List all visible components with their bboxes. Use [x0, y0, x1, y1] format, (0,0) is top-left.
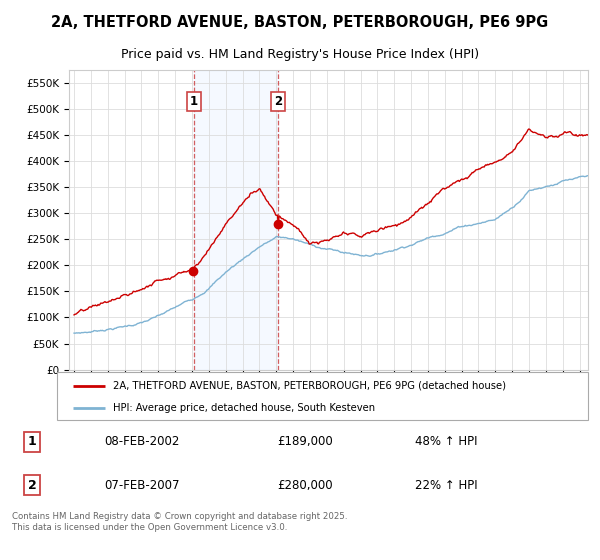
Text: 1: 1 — [28, 435, 37, 449]
Bar — [194, 70, 278, 370]
Text: 2A, THETFORD AVENUE, BASTON, PETERBOROUGH, PE6 9PG (detached house): 2A, THETFORD AVENUE, BASTON, PETERBOROUG… — [113, 381, 506, 391]
Text: £280,000: £280,000 — [277, 479, 332, 492]
Text: 2A, THETFORD AVENUE, BASTON, PETERBOROUGH, PE6 9PG: 2A, THETFORD AVENUE, BASTON, PETERBOROUG… — [52, 15, 548, 30]
Text: 48% ↑ HPI: 48% ↑ HPI — [415, 435, 478, 449]
Text: 1: 1 — [190, 95, 198, 108]
Text: 22% ↑ HPI: 22% ↑ HPI — [415, 479, 478, 492]
Text: 08-FEB-2002: 08-FEB-2002 — [104, 435, 179, 449]
Text: 2: 2 — [28, 479, 37, 492]
Text: 2: 2 — [274, 95, 282, 108]
Text: £189,000: £189,000 — [277, 435, 333, 449]
Text: 07-FEB-2007: 07-FEB-2007 — [104, 479, 179, 492]
FancyBboxPatch shape — [57, 372, 588, 420]
Text: Price paid vs. HM Land Registry's House Price Index (HPI): Price paid vs. HM Land Registry's House … — [121, 48, 479, 62]
Text: Contains HM Land Registry data © Crown copyright and database right 2025.
This d: Contains HM Land Registry data © Crown c… — [12, 512, 347, 532]
Text: HPI: Average price, detached house, South Kesteven: HPI: Average price, detached house, Sout… — [113, 403, 375, 413]
